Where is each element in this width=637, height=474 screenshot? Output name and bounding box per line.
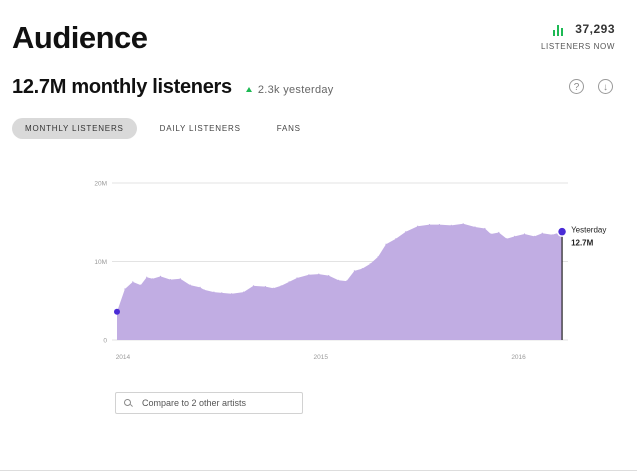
- data-point: [417, 225, 419, 227]
- end-label-value: 12.7M: [571, 239, 594, 248]
- data-point: [345, 280, 348, 282]
- listeners-chart: 0 10M 20M Yesterday 12.7M 2014 2015 2016: [94, 181, 606, 362]
- data-point: [243, 291, 245, 293]
- data-point: [506, 238, 508, 240]
- x-tick-label: 2016: [511, 354, 526, 361]
- data-point: [533, 235, 536, 237]
- listeners-now-count: 37,293: [575, 22, 615, 36]
- data-point: [221, 292, 223, 294]
- data-point: [484, 227, 486, 230]
- data-point: [296, 277, 298, 279]
- data-point: [199, 286, 201, 288]
- data-point: [523, 233, 526, 235]
- data-point: [280, 285, 282, 287]
- data-point: [146, 276, 148, 278]
- divider: [0, 470, 637, 471]
- x-tick-label: 2015: [314, 354, 329, 361]
- monthly-listeners-headline: 12.7M monthly listeners: [12, 76, 232, 98]
- data-point: [450, 224, 452, 226]
- search-icon: [124, 399, 132, 407]
- area-series: [117, 223, 563, 340]
- end-label-title: Yesterday: [571, 226, 606, 235]
- data-point: [159, 275, 162, 277]
- download-button[interactable]: ↓: [598, 79, 613, 94]
- bar-chart-icon: [553, 24, 567, 36]
- listeners-delta-text: 2.3k yesterday: [257, 83, 334, 96]
- data-point: [318, 273, 320, 275]
- data-point: [169, 279, 171, 281]
- data-point: [405, 231, 407, 233]
- data-point: [124, 288, 126, 290]
- listeners-delta: 2.3k yesterday: [245, 83, 334, 96]
- tab-fans[interactable]: FANS: [276, 124, 301, 133]
- start-marker: [114, 308, 120, 315]
- data-point: [140, 284, 142, 286]
- data-point: [328, 275, 330, 277]
- stats-row: 12.7M monthly listeners 2.3k yesterday: [12, 76, 334, 99]
- data-point: [438, 224, 440, 226]
- download-circle-icon: ↓: [603, 82, 608, 93]
- data-point: [308, 274, 310, 276]
- page-title: Audience: [12, 20, 148, 55]
- data-point: [152, 278, 154, 280]
- data-point: [541, 232, 543, 234]
- tab-daily-listeners[interactable]: DAILY LISTENERS: [159, 124, 241, 133]
- data-point: [353, 270, 355, 272]
- data-point: [385, 243, 387, 245]
- help-button[interactable]: ?: [569, 79, 584, 94]
- end-marker: [556, 226, 568, 237]
- data-point: [132, 281, 134, 283]
- data-point: [462, 223, 464, 225]
- data-point: [264, 286, 266, 288]
- data-point: [231, 293, 233, 295]
- data-point: [203, 289, 205, 291]
- data-point: [428, 224, 431, 226]
- data-point: [514, 235, 516, 237]
- data-point: [337, 279, 340, 281]
- listeners-now-caption: LISTENERS NOW: [540, 42, 615, 51]
- data-point: [272, 287, 274, 289]
- y-tick-label: 20M: [94, 181, 107, 188]
- y-tick-label: 10M: [94, 259, 107, 266]
- data-point: [395, 238, 397, 240]
- data-point: [252, 285, 255, 287]
- data-point: [361, 268, 363, 270]
- up-arrow-icon: [245, 87, 252, 92]
- data-point: [377, 256, 379, 258]
- data-point: [498, 231, 500, 234]
- tab-bar: MONTHLY LISTENERS DAILY LISTENERS FANS: [12, 118, 324, 139]
- data-point: [213, 291, 215, 293]
- tab-monthly-listeners[interactable]: MONTHLY LISTENERS: [12, 118, 137, 139]
- data-point: [288, 281, 290, 283]
- x-tick-label: 2014: [116, 354, 131, 361]
- data-point: [189, 284, 191, 286]
- data-point: [474, 226, 476, 228]
- question-circle-icon: ?: [573, 82, 580, 93]
- data-point: [179, 278, 181, 280]
- y-tick-label: 0: [103, 338, 107, 345]
- data-point: [369, 263, 371, 265]
- compare-box[interactable]: [115, 392, 303, 414]
- data-point: [490, 233, 492, 235]
- data-point: [551, 234, 553, 236]
- listeners-now: 37,293 LISTENERS NOW: [541, 22, 615, 51]
- compare-input[interactable]: [142, 398, 292, 408]
